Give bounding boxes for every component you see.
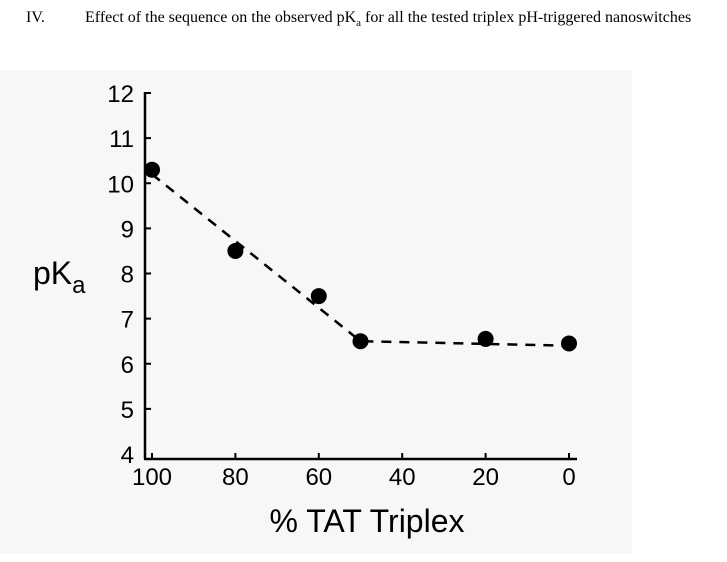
data-markers <box>144 161 577 352</box>
chart-panel <box>0 70 632 554</box>
y-axis-label-sub: a <box>72 272 86 299</box>
data-point <box>310 288 327 305</box>
y-axis-label: pKa <box>33 255 86 299</box>
x-tick-label: 80 <box>222 464 249 491</box>
caption-text-end: for all the tested triplex pH-triggered … <box>361 9 692 26</box>
x-tick-label: 100 <box>132 464 172 491</box>
x-tick-label: 60 <box>305 464 332 491</box>
y-tick-label: 6 <box>121 352 134 379</box>
y-tick-label: 10 <box>107 171 134 198</box>
axes <box>143 92 577 461</box>
caption-text-start: Effect of the sequence on the observed p… <box>85 9 357 26</box>
y-tick-label: 8 <box>121 262 134 289</box>
y-tick-label: 12 <box>107 81 134 108</box>
y-axis-label-main: pK <box>33 255 72 291</box>
y-tick-label: 7 <box>121 307 134 334</box>
data-point <box>477 330 494 347</box>
data-point <box>352 333 369 350</box>
dashed-fit-line <box>151 173 570 347</box>
caption-number: IV. <box>26 9 45 26</box>
x-tick-label: 0 <box>562 464 575 491</box>
data-point <box>227 242 244 259</box>
y-tick-label: 9 <box>121 216 134 243</box>
caption-subscript: a <box>356 17 362 30</box>
ticks: 4 5 6 7 8 9 10 11 12 100 80 60 40 20 0 <box>107 81 575 491</box>
y-tick-label: 11 <box>109 126 134 153</box>
data-point <box>561 335 577 352</box>
x-tick-label: 40 <box>389 464 416 491</box>
data-point <box>144 161 160 178</box>
y-tick-label: 4 <box>121 442 134 469</box>
x-tick-label: 20 <box>472 464 499 491</box>
y-tick-label: 5 <box>121 397 134 424</box>
caption-text: Effect of the sequence on the observed p… <box>85 8 715 33</box>
x-axis-label: % TAT Triplex <box>269 503 464 539</box>
